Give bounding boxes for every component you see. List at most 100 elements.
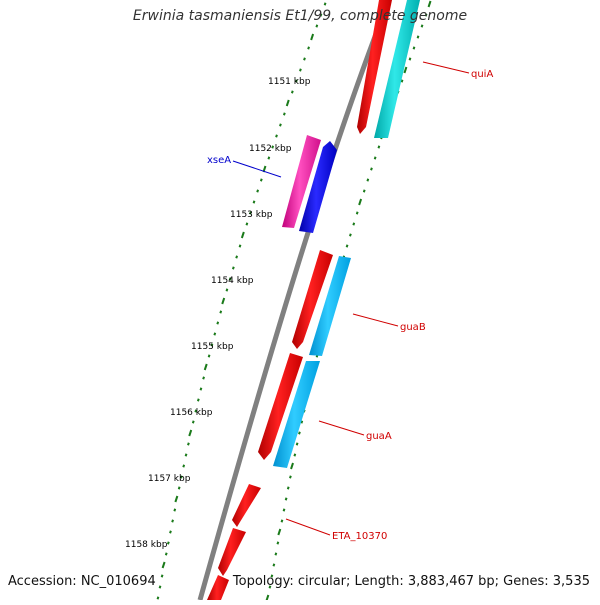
minor-tick — [213, 332, 217, 336]
minor-tick — [319, 13, 323, 17]
scale-label: 1153 kbp — [230, 210, 273, 220]
minor-tick — [252, 200, 256, 204]
minor-tick — [202, 376, 205, 380]
genome-summary: Topology: circular; Length: 3,883,467 bp… — [232, 574, 590, 589]
minor-tick — [216, 321, 220, 325]
gene-label-ETA_10370[interactable]: ETA_10370 — [332, 531, 387, 542]
cds-forward-ETA_10370[interactable] — [232, 484, 261, 527]
minor-tick — [245, 222, 249, 226]
cds-reverse-quiA[interactable] — [374, 0, 420, 138]
scale-label: 1154 kbp — [211, 276, 254, 286]
gene-features — [207, 0, 420, 600]
minor-tick — [235, 255, 239, 259]
minor-tick — [276, 541, 280, 545]
scale-label: 1158 kbp — [125, 540, 168, 550]
major-tick — [310, 33, 315, 41]
accession-label: Accession: NC_010694 — [8, 574, 156, 589]
cds-reverse-guaB[interactable] — [309, 256, 351, 356]
minor-tick — [345, 244, 349, 248]
major-tick — [188, 429, 193, 437]
minor-tick — [355, 211, 359, 215]
major-tick — [427, 0, 432, 8]
scale-label: 1151 kbp — [268, 77, 311, 87]
minor-tick — [408, 57, 412, 61]
cds-forward-next[interactable] — [218, 528, 246, 576]
scale-label: 1155 kbp — [191, 342, 234, 352]
minor-tick — [184, 453, 188, 457]
leader-guaB — [352, 313, 399, 327]
cds-forward-next-2[interactable] — [207, 575, 229, 600]
minor-tick — [156, 596, 160, 600]
major-tick — [277, 528, 282, 536]
minor-tick — [289, 475, 292, 479]
minor-tick — [370, 167, 373, 171]
minor-tick — [267, 156, 271, 160]
minor-tick — [284, 497, 288, 501]
outer-tick-track — [265, 0, 432, 602]
minor-tick — [207, 354, 211, 358]
gene-label-quiA[interactable]: quiA — [471, 69, 493, 80]
minor-tick — [290, 90, 294, 94]
leader-quiA — [422, 61, 470, 74]
minor-tick — [349, 233, 352, 237]
minor-tick — [166, 541, 170, 545]
scale-label: 1152 kbp — [249, 144, 292, 154]
minor-tick — [270, 574, 274, 578]
minor-tick — [173, 508, 177, 512]
scale-label: 1156 kbp — [170, 408, 213, 418]
minor-tick — [268, 585, 272, 589]
minor-tick — [177, 486, 181, 490]
minor-tick — [424, 13, 428, 17]
gene-label-xseA[interactable]: xseA — [207, 155, 231, 166]
minor-tick — [169, 530, 172, 534]
minor-tick — [231, 266, 235, 270]
scale-label: 1157 kbp — [148, 474, 191, 484]
major-tick — [221, 297, 226, 305]
leader-ETA_10370 — [285, 518, 331, 536]
leader-guaA — [318, 420, 365, 436]
cds-forward-guaB[interactable] — [292, 250, 333, 349]
minor-tick — [182, 464, 186, 468]
minor-tick — [249, 211, 252, 215]
gene-leader-lines — [232, 61, 470, 536]
genome-title: Erwinia tasmaniensis Et1/99, complete ge… — [132, 8, 468, 24]
genome-backbone — [197, 0, 392, 601]
major-tick — [174, 495, 179, 503]
minor-tick — [352, 222, 356, 226]
leader-xseA — [232, 160, 282, 178]
major-tick — [265, 594, 270, 602]
gene-label-guaA[interactable]: guaA — [366, 431, 392, 442]
minor-tick — [238, 244, 242, 248]
minor-tick — [164, 552, 168, 556]
minor-tick — [298, 431, 301, 435]
minor-tick — [274, 552, 278, 556]
minor-tick — [228, 277, 232, 281]
minor-tick — [282, 508, 286, 512]
minor-tick — [286, 486, 290, 490]
minor-tick — [416, 35, 420, 39]
gene-label-guaB[interactable]: guaB — [400, 322, 426, 333]
cds-forward-xseA[interactable] — [282, 135, 321, 228]
inner-tick-track — [156, 2, 327, 600]
minor-tick — [400, 79, 404, 83]
minor-tick — [315, 24, 319, 28]
minor-tick — [412, 46, 416, 50]
minor-tick — [300, 420, 304, 424]
minor-tick — [256, 189, 260, 193]
minor-tick — [307, 46, 310, 50]
minor-tick — [275, 134, 278, 138]
scale-labels: 1151 kbp 1152 kbp 1153 kbp 1154 kbp 1155… — [125, 77, 311, 550]
minor-tick — [282, 112, 286, 116]
cds-forward-quiA[interactable] — [357, 0, 392, 134]
cds-forward-guaA[interactable] — [258, 353, 303, 460]
minor-tick — [194, 409, 198, 413]
minor-tick — [259, 178, 263, 182]
minor-tick — [362, 189, 366, 193]
minor-tick — [180, 475, 183, 479]
minor-tick — [225, 288, 229, 292]
cds-reverse-guaA[interactable] — [273, 361, 320, 468]
major-tick — [290, 462, 294, 470]
cds-reverse-xseA[interactable] — [299, 141, 337, 233]
